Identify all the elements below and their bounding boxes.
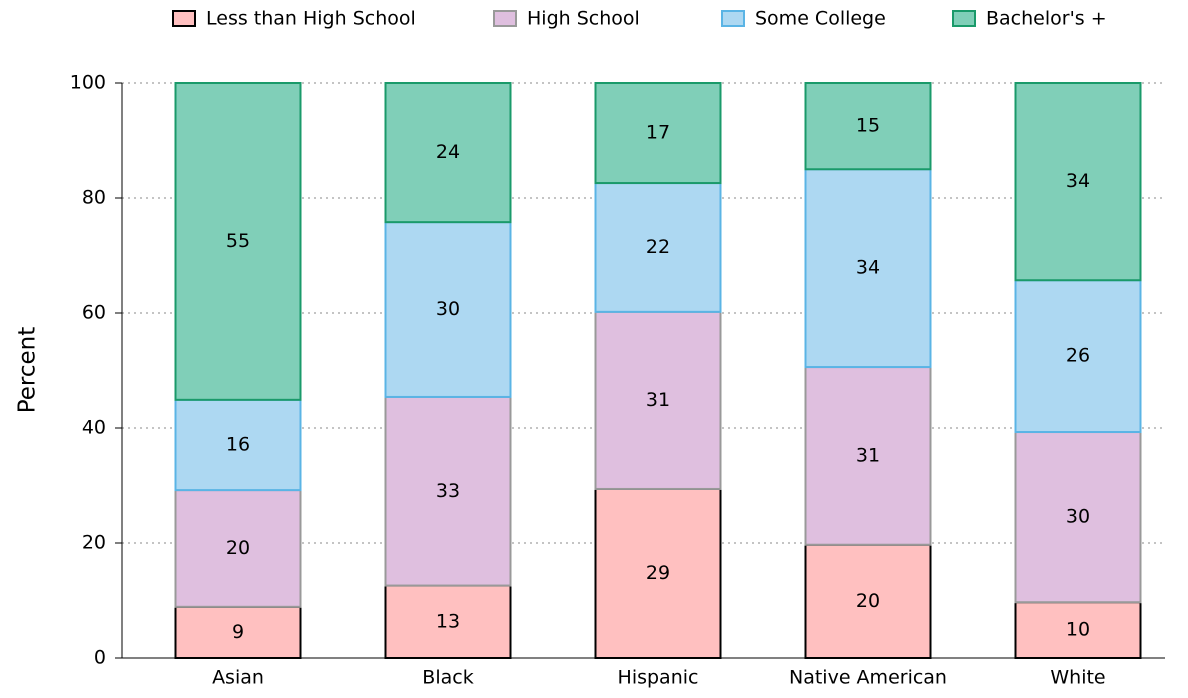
data-label: 34 (856, 257, 880, 279)
data-label: 9 (232, 621, 244, 643)
y-tick-label: 60 (82, 302, 106, 324)
bar-segment (1014, 82, 1142, 282)
data-label: 31 (856, 444, 880, 466)
bar-segment (384, 584, 512, 659)
x-tick-label: Native American (789, 667, 947, 689)
data-label: 15 (856, 115, 880, 137)
x-tick-label: Black (422, 667, 473, 689)
bar-segment (174, 82, 302, 401)
legend-label: Less than High School (206, 8, 416, 30)
bar-segment (594, 310, 722, 490)
legend-swatch (493, 10, 517, 27)
data-label: 55 (226, 230, 250, 252)
data-label: 24 (436, 141, 460, 163)
bar-segment (594, 182, 722, 313)
x-tick-label: Hispanic (618, 667, 699, 689)
y-axis-label: Percent (15, 327, 41, 414)
data-label: 29 (646, 562, 670, 584)
bar-segment (804, 82, 932, 171)
data-label: 20 (226, 537, 250, 559)
bar-segment (804, 543, 932, 659)
legend-swatch (172, 10, 196, 27)
data-label: 16 (226, 433, 250, 455)
data-label: 34 (1066, 170, 1090, 192)
bar-segment (174, 605, 302, 660)
y-tick-label: 80 (82, 187, 106, 209)
data-label: 33 (436, 480, 460, 502)
bar-segment (174, 489, 302, 608)
bar-segment (1014, 279, 1142, 434)
data-label: 17 (646, 122, 670, 144)
legend-swatch (721, 10, 745, 27)
bar-segment (1014, 601, 1142, 659)
legend-label: Some College (755, 8, 886, 30)
data-label: 10 (1066, 619, 1090, 641)
bar-segment (594, 82, 722, 185)
data-label: 30 (436, 298, 460, 320)
data-label: 30 (1066, 506, 1090, 528)
legend-label: Bachelor's + (986, 8, 1107, 30)
data-label: 26 (1066, 345, 1090, 367)
data-label: 22 (646, 236, 670, 258)
bar-segment (174, 398, 302, 492)
bar-segment (384, 82, 512, 224)
y-tick-label: 20 (82, 532, 106, 554)
x-tick-label: White (1050, 667, 1105, 689)
data-label: 20 (856, 590, 880, 612)
legend-label: High School (527, 8, 640, 30)
bar-segment (1014, 431, 1142, 604)
y-tick-label: 100 (70, 72, 106, 94)
data-label: 31 (646, 389, 670, 411)
legend-swatch (952, 10, 976, 27)
x-tick-label: Asian (212, 667, 264, 689)
y-tick-label: 40 (82, 417, 106, 439)
bar-segment (594, 487, 722, 660)
y-tick-label: 0 (94, 647, 106, 669)
data-label: 13 (436, 610, 460, 632)
